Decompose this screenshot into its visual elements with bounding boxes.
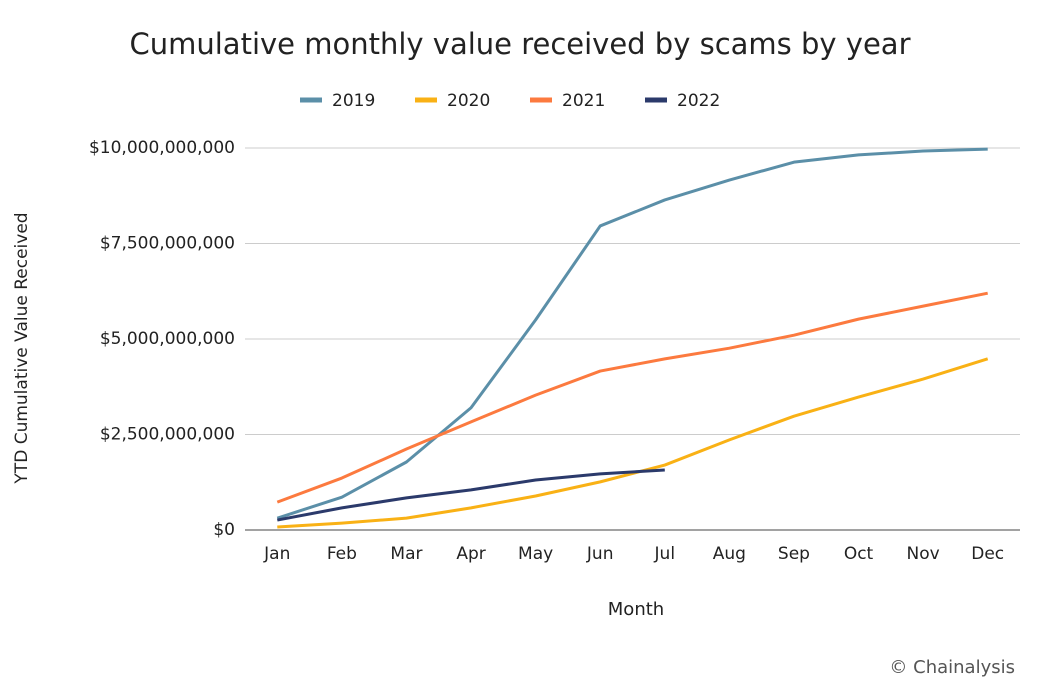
x-tick-label: Nov: [907, 544, 940, 564]
y-axis-label: YTD Cumulative Value Received: [12, 212, 32, 484]
chart-title: Cumulative monthly value received by sca…: [129, 27, 910, 61]
legend-label: 2019: [332, 91, 375, 111]
legend-label: 2022: [677, 91, 720, 111]
y-tick-label: $7,500,000,000: [100, 234, 235, 254]
x-tick-label: Feb: [327, 544, 357, 564]
line-series: [277, 468, 665, 522]
x-tick-label: Aug: [713, 544, 746, 564]
x-tick-label: Jul: [654, 544, 676, 564]
x-tick-label: Jan: [263, 544, 290, 564]
legend-label: 2021: [562, 91, 605, 111]
x-axis-label: Month: [608, 599, 664, 620]
x-tick-label: Apr: [456, 544, 485, 564]
y-tick-label: $10,000,000,000: [89, 138, 235, 158]
y-tick-label: $5,000,000,000: [100, 329, 235, 349]
y-tick-label: $0: [213, 520, 235, 540]
source: © Chainalysis: [889, 657, 1015, 678]
line-series: [276, 291, 989, 504]
x-tick-label: Oct: [844, 544, 874, 564]
x-tick-label: Mar: [390, 544, 422, 564]
line-series: [277, 357, 989, 529]
x-tick-label: Jun: [586, 544, 614, 564]
x-tick-label: May: [518, 544, 553, 564]
y-tick-label: $2,500,000,000: [100, 425, 235, 445]
line-series: [276, 147, 988, 520]
x-tick-label: Dec: [971, 544, 1004, 564]
legend-label: 2020: [447, 91, 490, 111]
x-tick-label: Sep: [778, 544, 810, 564]
